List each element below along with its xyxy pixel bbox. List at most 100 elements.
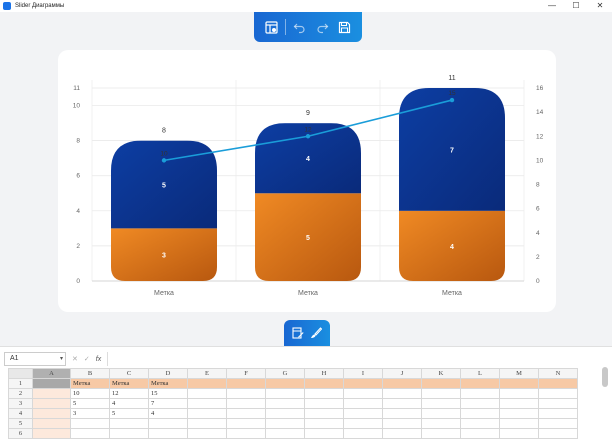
sheet-cell[interactable]: 12	[109, 388, 149, 399]
sheet-cell[interactable]	[187, 428, 227, 439]
sheet-cell[interactable]	[304, 398, 344, 409]
sheet-cell[interactable]	[421, 408, 461, 419]
chart-panel[interactable]: 0 2 4 6 8 10 11 0 2 4 6 8 10 12 14 16 Метка Метка Метка 3 5…	[58, 50, 556, 312]
sheet-cell[interactable]	[421, 398, 461, 409]
sheet-cell[interactable]	[226, 428, 266, 439]
sheet-cell[interactable]	[32, 418, 71, 429]
sheet-cell[interactable]	[460, 398, 500, 409]
sheet-cell[interactable]	[343, 418, 383, 429]
sheet-cell[interactable]: 10	[70, 388, 110, 399]
sheet-cell[interactable]	[109, 418, 149, 429]
sheet-cell[interactable]	[226, 378, 266, 389]
sheet-cell[interactable]	[265, 428, 305, 439]
column-header[interactable]: K	[421, 368, 461, 379]
sheet-cell[interactable]	[499, 408, 539, 419]
sheet-cell[interactable]	[538, 408, 578, 419]
sheet-cell[interactable]	[343, 408, 383, 419]
sheet-cell[interactable]	[304, 418, 344, 429]
sheet-cell[interactable]	[343, 388, 383, 399]
maximize-button[interactable]: ☐	[572, 1, 580, 10]
row-header[interactable]: 2	[8, 388, 33, 399]
sheet-cell[interactable]	[382, 398, 422, 409]
sheet-cell[interactable]: Метка	[109, 378, 149, 389]
sheet-cell[interactable]	[538, 428, 578, 439]
sheet-cell[interactable]	[32, 428, 71, 439]
sheet-cell[interactable]: 15	[148, 388, 188, 399]
sheet-cell[interactable]	[382, 378, 422, 389]
sheet-cell[interactable]: Метка	[148, 378, 188, 389]
sheet-cell[interactable]	[187, 378, 227, 389]
sheet-cell[interactable]	[382, 408, 422, 419]
sheet-cell[interactable]	[538, 418, 578, 429]
sheet-cell[interactable]	[187, 408, 227, 419]
select-all-corner[interactable]	[8, 368, 33, 379]
sheet-cell[interactable]	[460, 378, 500, 389]
column-header[interactable]: A	[32, 368, 71, 379]
save-button[interactable]	[336, 18, 354, 36]
sheet-cell[interactable]	[32, 408, 71, 419]
sheet-cell[interactable]	[421, 428, 461, 439]
sheet-cell[interactable]	[499, 398, 539, 409]
sheet-cell[interactable]	[343, 398, 383, 409]
minimize-button[interactable]: —	[548, 1, 556, 10]
sheet-cell[interactable]	[226, 418, 266, 429]
sheet-cell[interactable]	[226, 408, 266, 419]
column-header[interactable]: F	[226, 368, 266, 379]
brush-button[interactable]	[307, 324, 325, 342]
vertical-scrollbar[interactable]	[602, 367, 608, 387]
row-header[interactable]: 3	[8, 398, 33, 409]
sheet-cell[interactable]	[265, 378, 305, 389]
sheet-cell[interactable]	[32, 378, 71, 389]
row-header[interactable]: 6	[8, 428, 33, 439]
sheet-cell[interactable]	[32, 388, 71, 399]
sheet-cell[interactable]	[460, 408, 500, 419]
column-header[interactable]: I	[343, 368, 383, 379]
sheet-cell[interactable]	[226, 398, 266, 409]
sheet-cell[interactable]	[187, 388, 227, 399]
column-header[interactable]: G	[265, 368, 305, 379]
sheet-cell[interactable]	[70, 418, 110, 429]
sheet-cell[interactable]	[382, 418, 422, 429]
chart-settings-button[interactable]	[262, 18, 280, 36]
sheet-cell[interactable]	[304, 388, 344, 399]
column-header[interactable]: C	[109, 368, 149, 379]
column-header[interactable]: L	[460, 368, 500, 379]
column-header[interactable]: N	[538, 368, 578, 379]
cell-reference-select[interactable]: A1	[4, 352, 66, 366]
sheet-cell[interactable]	[421, 378, 461, 389]
column-header[interactable]: D	[148, 368, 188, 379]
sheet-cell[interactable]	[109, 428, 149, 439]
sheet-cell[interactable]	[148, 428, 188, 439]
column-header[interactable]: J	[382, 368, 422, 379]
sheet-cell[interactable]: 3	[70, 408, 110, 419]
sheet-cell[interactable]	[382, 388, 422, 399]
sheet-cell[interactable]	[187, 398, 227, 409]
column-header[interactable]: M	[499, 368, 539, 379]
column-header[interactable]: E	[187, 368, 227, 379]
sheet-cell[interactable]	[32, 398, 71, 409]
redo-button[interactable]	[313, 18, 331, 36]
sheet-cell[interactable]	[499, 388, 539, 399]
column-header[interactable]: B	[70, 368, 110, 379]
sheet-cell[interactable]: 4	[109, 398, 149, 409]
formula-input[interactable]	[107, 352, 612, 366]
row-header[interactable]: 1	[8, 378, 33, 389]
sheet-cell[interactable]: 5	[109, 408, 149, 419]
sheet-cell[interactable]	[499, 428, 539, 439]
sheet-cell[interactable]	[499, 418, 539, 429]
edit-data-button[interactable]	[289, 324, 307, 342]
close-button[interactable]: ✕	[596, 1, 604, 10]
sheet-cell[interactable]	[538, 398, 578, 409]
sheet-cell[interactable]	[304, 408, 344, 419]
row-header[interactable]: 4	[8, 408, 33, 419]
sheet-cell[interactable]	[265, 408, 305, 419]
sheet-cell[interactable]	[421, 418, 461, 429]
sheet-cell[interactable]	[304, 378, 344, 389]
row-header[interactable]: 5	[8, 418, 33, 429]
sheet-cell[interactable]	[421, 388, 461, 399]
formula-cancel-button[interactable]: ✕	[72, 356, 78, 363]
formula-confirm-button[interactable]: ✓	[83, 356, 90, 363]
sheet-cell[interactable]	[538, 388, 578, 399]
sheet-cell[interactable]	[265, 418, 305, 429]
sheet-cell[interactable]	[70, 428, 110, 439]
